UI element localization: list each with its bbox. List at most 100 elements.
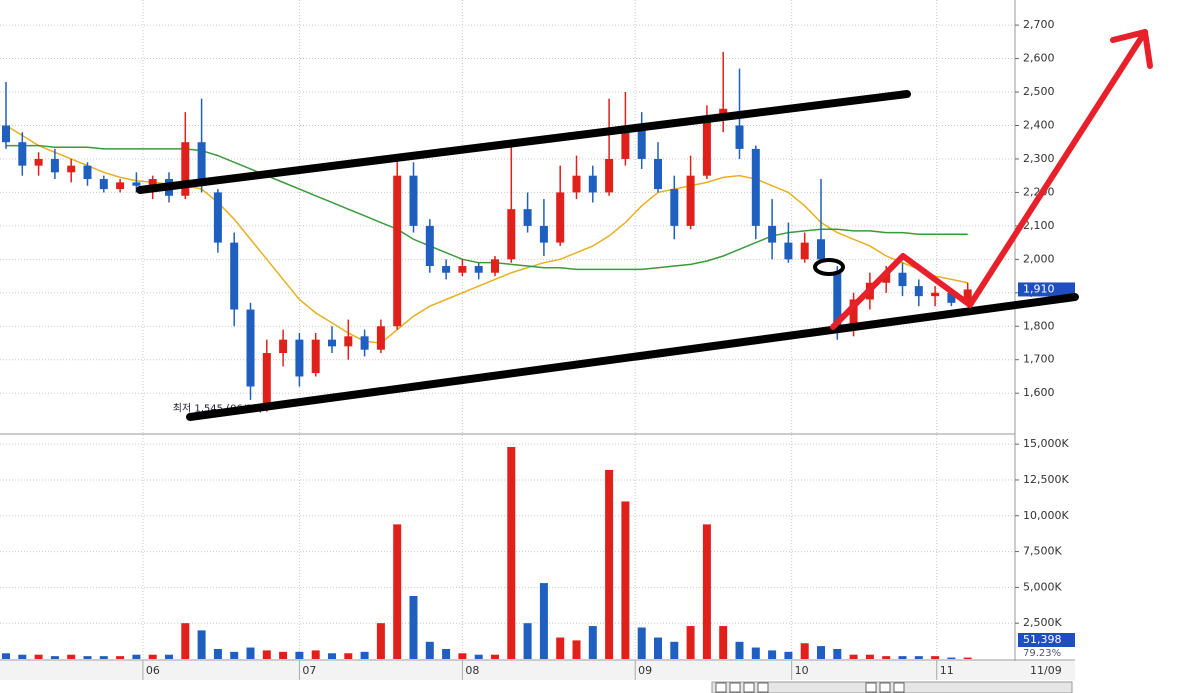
volume-bar [116,656,125,659]
volume-bar [768,650,777,659]
volume-bar [686,626,695,659]
volume-bar [588,626,597,659]
x-tick-label: 07 [302,664,316,677]
candle-body [621,125,630,159]
volume-bar [360,651,369,659]
volume-bar [931,656,940,659]
candle-body [474,266,483,273]
candle-body [849,299,858,327]
candle-body [556,192,565,243]
volume-bar [132,654,141,659]
candle-body [67,165,76,173]
x-tick-label: 10 [795,664,809,677]
candle-body [833,272,842,327]
y-tick-label: 10,000K [1023,509,1069,522]
volume-bar [491,654,499,659]
toolbar-bar [711,681,1073,693]
x-tick-label: 09 [638,664,652,677]
volume-bar [165,654,173,659]
candle-body [458,266,467,273]
volume-bar [67,654,76,659]
last-price-box [1018,282,1075,297]
y-tick-label: 2,400 [1023,118,1055,131]
candle-body [947,292,956,303]
volume-bar [751,647,760,659]
volume-bar [605,469,614,659]
volume-bar [148,654,157,659]
volume-bar [181,623,190,659]
y-tick-label: 5,000K [1023,580,1062,593]
y-tick-label: 2,500K [1023,616,1062,629]
toolbar-button[interactable] [743,682,755,693]
volume-bar [621,501,630,659]
candle-body [18,142,27,166]
volume-bar [882,656,891,659]
candle-body [246,309,255,387]
candle-body [50,158,59,173]
volume-bar [442,648,451,659]
volume-bar [328,653,336,659]
candle-body [507,209,516,260]
volume-bar [833,648,842,659]
candle-body [588,175,597,193]
y-tick-label: 1,600 [1023,386,1055,399]
volume-bar [898,656,907,659]
volume-bar [425,641,434,659]
volume-bar [637,627,646,659]
candle-body [523,209,532,226]
arrow-head [1110,29,1153,69]
volume-bar [539,583,548,659]
y-tick-label: 1,800 [1023,319,1055,332]
volume-bar [947,657,956,659]
candle-body [181,142,190,196]
toolbar-button[interactable] [893,682,905,693]
candle-body [376,326,385,350]
candle-body [702,118,711,176]
y-tick-label: 1,700 [1023,353,1055,366]
volume-bar [246,647,255,659]
candle-body [262,353,271,404]
candle-body [83,165,92,180]
candle-body [344,336,353,347]
candle-body [491,259,499,273]
volume-bar [702,524,711,659]
volume-bar [507,447,516,659]
candle-body [230,242,239,310]
x-tick-label: 11 [940,664,954,677]
toolbar-button[interactable] [715,682,727,693]
ratio-readout: 79.23% [1023,648,1061,659]
candle-body [605,158,614,193]
toolbar-button[interactable] [757,682,769,693]
volume-bar [230,651,239,659]
candle-body [686,175,695,226]
candle-body [425,225,434,267]
volume-bar [735,641,744,659]
candle-body [784,242,793,260]
candle-body [148,179,157,186]
x-axis-band [0,661,1075,680]
toolbar-button[interactable] [879,682,891,693]
x-tick-label: 06 [146,664,160,677]
volume-bar [50,656,59,659]
volume-bar [295,651,304,659]
volume-bar [311,650,320,659]
candle-body [409,175,418,226]
last-price-label: 1,910 [1023,282,1055,295]
toolbar-button[interactable] [729,682,741,693]
volume-bar [344,653,353,659]
candle-body [751,148,760,226]
forecast-arrow [830,29,1148,330]
volume-bar [458,653,467,659]
candle-body [132,182,141,186]
volume-bar [393,524,402,659]
y-tick-label: 2,700 [1023,18,1055,31]
volume-bar [670,641,679,659]
candle-body [442,266,451,273]
date-label: 11/09 [1030,664,1062,677]
volume-bar [963,657,972,659]
volume-bar [523,623,532,659]
candle-body [393,175,402,327]
candle-body [768,225,777,243]
volume-bar [409,595,418,659]
toolbar-button[interactable] [865,682,877,693]
